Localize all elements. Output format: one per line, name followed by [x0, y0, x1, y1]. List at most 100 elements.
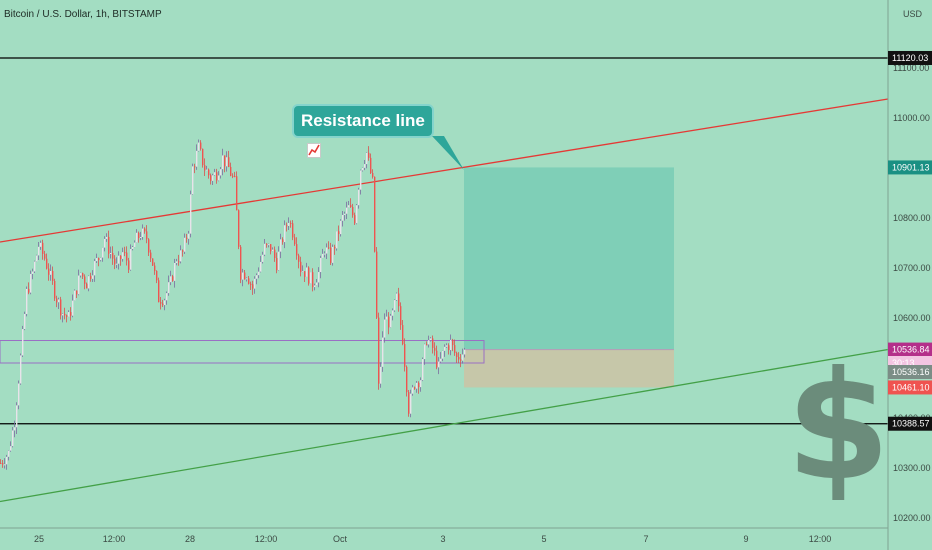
- candle-body: [116, 263, 118, 265]
- candle-body: [306, 267, 308, 277]
- candle-body: [284, 225, 286, 243]
- candle-body: [148, 239, 150, 253]
- candle-body: [380, 366, 382, 384]
- candle-body: [454, 345, 456, 353]
- candle-body: [238, 210, 240, 247]
- price-tag-label: 10388.57: [892, 419, 930, 429]
- resistance-callout[interactable]: Resistance line: [292, 104, 434, 158]
- candle-body: [250, 283, 252, 285]
- candle-body: [160, 302, 162, 304]
- candle-body: [378, 317, 380, 384]
- resistance-trendline: [0, 98, 889, 243]
- callout-label: Resistance line: [301, 111, 425, 130]
- price-tag-bg: [888, 365, 932, 379]
- candle-body: [224, 155, 226, 167]
- candle-body: [90, 276, 92, 279]
- candle-body: [448, 345, 450, 351]
- candle-body: [200, 142, 202, 149]
- candle-body: [128, 260, 130, 270]
- candle-body: [172, 276, 174, 281]
- candle-body: [432, 338, 434, 348]
- candle-body: [34, 261, 36, 272]
- candle-body: [398, 293, 400, 307]
- candle-body: [124, 252, 126, 254]
- candle-body: [126, 252, 128, 261]
- candle-body: [132, 247, 134, 249]
- candle-body: [290, 222, 292, 224]
- x-tick-label: 5: [541, 534, 546, 544]
- candle-body: [178, 261, 180, 263]
- candle-body: [88, 276, 90, 289]
- candle-body: [230, 166, 232, 176]
- candle-body: [332, 246, 334, 263]
- candle-body: [46, 258, 48, 269]
- candle-body: [226, 157, 228, 167]
- candle-body: [242, 272, 244, 280]
- candle-body: [228, 157, 230, 167]
- candle-body: [36, 255, 38, 262]
- candle-body: [196, 150, 198, 167]
- y-tick-label: 10700.00: [893, 263, 931, 273]
- candle-body: [274, 249, 276, 259]
- candle-body: [356, 205, 358, 224]
- candle-body: [4, 464, 6, 466]
- price-tag-bg: [888, 50, 932, 65]
- candle-body: [256, 275, 258, 279]
- candle-body: [364, 164, 366, 168]
- target-zone: [464, 167, 674, 350]
- x-tick-label: 3: [440, 534, 445, 544]
- x-tick-label: 25: [34, 534, 44, 544]
- range-box: [0, 340, 485, 364]
- candle-body: [318, 272, 320, 283]
- candle-body: [28, 288, 30, 293]
- candle-body: [350, 205, 352, 208]
- y-tick-label: 10300.00: [893, 463, 931, 473]
- candle-body: [188, 233, 190, 239]
- candle-body: [372, 172, 374, 177]
- candle-body: [106, 236, 108, 239]
- candle-body: [174, 262, 176, 281]
- candle-body: [254, 278, 256, 289]
- candle-body: [416, 382, 418, 389]
- candle-body: [258, 271, 260, 276]
- candle-body: [184, 237, 186, 252]
- candle-body: [424, 344, 426, 360]
- support-trendline: [0, 348, 889, 503]
- candle-body: [296, 244, 298, 256]
- candle-body: [164, 300, 166, 306]
- candle-body: [40, 242, 42, 247]
- candle-body: [382, 337, 384, 367]
- candle-body: [120, 255, 122, 259]
- candle-body: [260, 261, 262, 272]
- candle-body: [354, 215, 356, 224]
- candle-body: [420, 380, 422, 388]
- candle-body: [144, 228, 146, 232]
- candle-body: [336, 231, 338, 249]
- candle-body: [142, 228, 144, 238]
- candle-body: [214, 172, 216, 176]
- candle-body: [386, 316, 388, 320]
- currency-label: USD: [903, 9, 923, 19]
- candle-body: [366, 152, 368, 165]
- candle-body: [434, 347, 436, 351]
- candle-body: [456, 352, 458, 358]
- candle-body: [56, 298, 58, 303]
- price-tag-bg: [888, 416, 932, 431]
- price-tag-label: 11120.03: [892, 53, 928, 63]
- candle-body: [104, 238, 106, 248]
- candle-body: [368, 152, 370, 158]
- y-tick-label: 11100.00: [893, 63, 929, 73]
- candle-body: [374, 176, 376, 252]
- candle-body: [464, 349, 466, 355]
- y-tick-label: 10200.00: [893, 513, 931, 523]
- candle-body: [22, 329, 24, 356]
- candle-body: [42, 242, 44, 254]
- candle-body: [12, 430, 14, 447]
- candle-body: [18, 383, 20, 406]
- candle-body: [220, 169, 222, 176]
- candle-body: [182, 250, 184, 252]
- x-tick-label: 28: [185, 534, 195, 544]
- candle-body: [20, 355, 22, 384]
- y-tick-label: 10600.00: [893, 313, 931, 323]
